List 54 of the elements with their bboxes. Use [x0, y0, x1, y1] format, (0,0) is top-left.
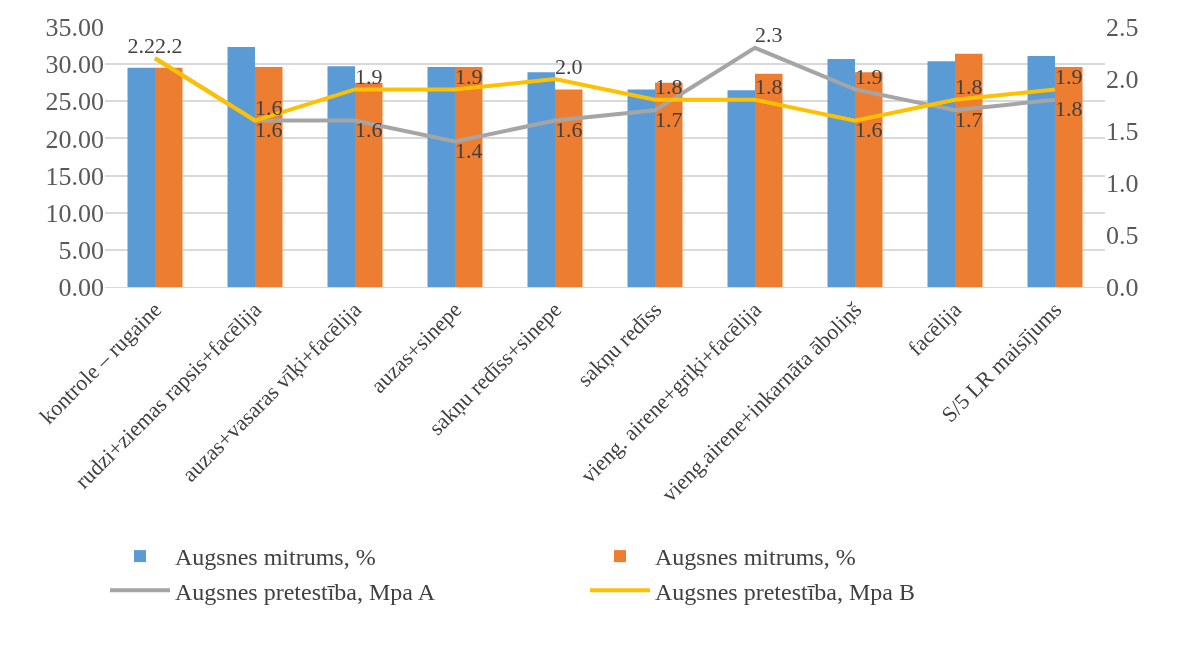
- y-tick-label: 15.00: [45, 161, 104, 191]
- data-label: 1.9: [855, 63, 883, 89]
- data-label: 1.6: [555, 117, 583, 143]
- data-label: 1.6: [355, 117, 383, 143]
- bar: [727, 90, 755, 287]
- y-tick-label: 35.00: [45, 13, 104, 43]
- bar: [155, 67, 183, 287]
- bar: [1027, 55, 1055, 287]
- data-label: 2.0: [555, 53, 583, 79]
- bar: [1055, 67, 1083, 287]
- y2-tick-label: 2.0: [1106, 65, 1139, 95]
- data-label: 1.6: [855, 117, 883, 143]
- bar: [127, 67, 155, 287]
- data-label: 1.9: [455, 63, 483, 89]
- bar: [327, 66, 355, 287]
- y2-tick-label: 1.0: [1106, 169, 1139, 199]
- legend-label: Augsnes mitrums, %: [175, 544, 376, 571]
- data-label: 2.2: [127, 32, 155, 58]
- bar: [255, 67, 283, 287]
- y-tick-label: 5.00: [58, 235, 104, 265]
- bar: [755, 73, 783, 287]
- legend-label: Augsnes pretestība, Mpa A: [175, 578, 436, 605]
- bar: [627, 89, 655, 287]
- y2-tick-label: 0.0: [1106, 273, 1139, 303]
- bar: [655, 82, 683, 287]
- data-label: 2.3: [755, 22, 783, 48]
- data-label: 2.2: [155, 32, 183, 58]
- y2-tick-label: 2.5: [1106, 13, 1139, 43]
- data-label: 1.8: [955, 74, 983, 100]
- y2-tick-label: 0.5: [1106, 221, 1139, 251]
- y-tick-label: 10.00: [45, 198, 104, 228]
- bar: [855, 72, 883, 287]
- bar: [527, 72, 555, 287]
- data-label: 1.7: [655, 106, 683, 132]
- data-label: 1.8: [755, 74, 783, 100]
- y2-tick-label: 1.5: [1106, 117, 1139, 147]
- bar: [227, 47, 255, 287]
- y-tick-label: 30.00: [45, 50, 104, 80]
- legend-label: Augsnes pretestība, Mpa B: [655, 578, 915, 605]
- y-tick-label: 20.00: [45, 124, 104, 154]
- y-tick-label: 0.00: [58, 273, 104, 303]
- bar: [955, 53, 983, 287]
- data-label: 1.8: [1055, 96, 1083, 122]
- bar: [827, 58, 855, 287]
- data-label: 1.9: [1055, 63, 1083, 89]
- data-label: 1.7: [955, 106, 983, 132]
- bar: [555, 89, 583, 287]
- legend-label: Augsnes mitrums, %: [655, 544, 856, 571]
- bar: [455, 67, 483, 287]
- bar: [355, 82, 383, 287]
- y-tick-label: 25.00: [45, 87, 104, 117]
- bar: [927, 61, 955, 287]
- bar: [427, 67, 455, 287]
- data-label: 1.9: [355, 63, 383, 89]
